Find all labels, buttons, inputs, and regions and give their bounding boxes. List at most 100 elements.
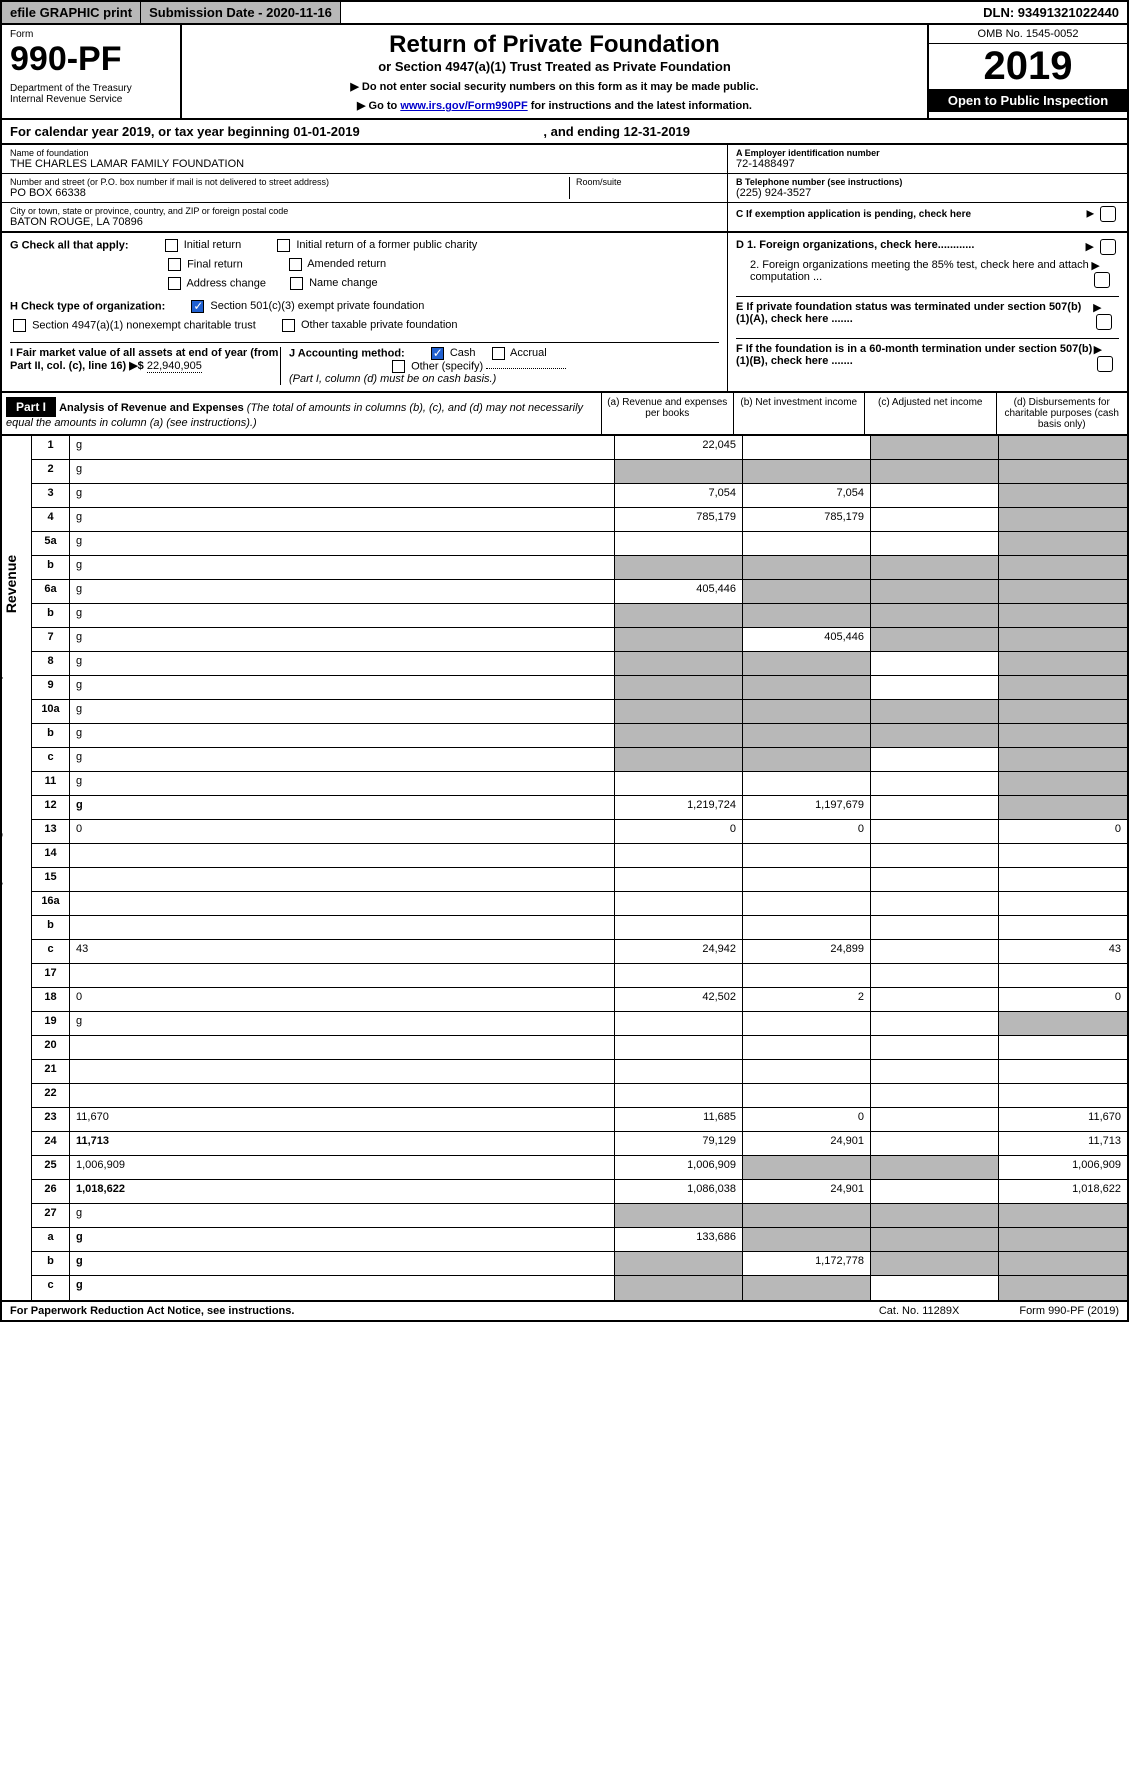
line-cell bbox=[743, 1228, 871, 1251]
line-cell bbox=[871, 1108, 999, 1131]
line-cell bbox=[999, 460, 1127, 483]
line-description: g bbox=[70, 676, 615, 699]
line-cell: 1,086,038 bbox=[615, 1180, 743, 1203]
line-cell bbox=[871, 796, 999, 819]
other-taxable-checkbox[interactable] bbox=[282, 319, 295, 332]
j2-label: Accrual bbox=[510, 347, 547, 359]
revenue-side-label: Revenue bbox=[3, 555, 19, 613]
line-cell bbox=[871, 1060, 999, 1083]
line-cell bbox=[999, 1084, 1127, 1107]
line-cell: 1,006,909 bbox=[615, 1156, 743, 1179]
line-cell: 11,713 bbox=[999, 1132, 1127, 1155]
initial-former-checkbox[interactable] bbox=[277, 239, 290, 252]
line-cell bbox=[871, 460, 999, 483]
h-label: H Check type of organization: bbox=[10, 300, 165, 312]
note2-post: for instructions and the latest informat… bbox=[528, 100, 752, 112]
e-checkbox[interactable] bbox=[1096, 314, 1112, 330]
table-row: 11g bbox=[32, 772, 1127, 796]
line-description: 1,006,909 bbox=[70, 1156, 615, 1179]
table-row: 27g bbox=[32, 1204, 1127, 1228]
line-cell bbox=[871, 1276, 999, 1300]
line-cell bbox=[871, 700, 999, 723]
line-cell: 405,446 bbox=[743, 628, 871, 651]
line-cell bbox=[999, 628, 1127, 651]
line-description bbox=[70, 1036, 615, 1059]
line-cell bbox=[615, 1036, 743, 1059]
form-label: Form bbox=[10, 29, 172, 40]
col-c-header: (c) Adjusted net income bbox=[865, 393, 997, 434]
line-cell bbox=[743, 1204, 871, 1227]
line-cell: 1,197,679 bbox=[743, 796, 871, 819]
line-cell bbox=[871, 652, 999, 675]
line-description: g bbox=[70, 724, 615, 747]
table-row: bg bbox=[32, 556, 1127, 580]
line-cell: 11,685 bbox=[615, 1108, 743, 1131]
name-change-checkbox[interactable] bbox=[290, 277, 303, 290]
d1-label: D 1. Foreign organizations, check here..… bbox=[736, 239, 974, 255]
line-cell bbox=[615, 1084, 743, 1107]
line-cell bbox=[999, 724, 1127, 747]
h2-label: Section 4947(a)(1) nonexempt charitable … bbox=[32, 319, 256, 331]
part1-header-row: Part I Analysis of Revenue and Expenses … bbox=[0, 393, 1129, 436]
line-cell bbox=[743, 892, 871, 915]
efile-print-button[interactable]: efile GRAPHIC print bbox=[2, 2, 141, 23]
line-number: 11 bbox=[32, 772, 70, 795]
cash-checkbox[interactable] bbox=[431, 347, 444, 360]
final-return-checkbox[interactable] bbox=[168, 258, 181, 271]
table-row: 1g22,045 bbox=[32, 436, 1127, 460]
line-cell bbox=[999, 1036, 1127, 1059]
line-cell bbox=[615, 748, 743, 771]
f-checkbox[interactable] bbox=[1097, 356, 1113, 372]
line-number: 2 bbox=[32, 460, 70, 483]
line-cell: 22,045 bbox=[615, 436, 743, 459]
line-description: g bbox=[70, 436, 615, 459]
exemption-checkbox[interactable] bbox=[1100, 206, 1116, 222]
g3-label: Final return bbox=[187, 258, 243, 270]
4947a1-checkbox[interactable] bbox=[13, 319, 26, 332]
line-number: c bbox=[32, 1276, 70, 1300]
line-cell bbox=[743, 724, 871, 747]
line-number: 9 bbox=[32, 676, 70, 699]
address-change-checkbox[interactable] bbox=[168, 277, 181, 290]
line-cell bbox=[871, 1252, 999, 1275]
amended-return-checkbox[interactable] bbox=[289, 258, 302, 271]
line-number: 12 bbox=[32, 796, 70, 819]
line-cell bbox=[871, 1204, 999, 1227]
accrual-checkbox[interactable] bbox=[492, 347, 505, 360]
table-row: bg bbox=[32, 604, 1127, 628]
irs-link[interactable]: www.irs.gov/Form990PF bbox=[400, 100, 527, 112]
line-cell bbox=[615, 604, 743, 627]
top-bar: efile GRAPHIC print Submission Date - 20… bbox=[0, 0, 1129, 25]
d2-checkbox[interactable] bbox=[1094, 272, 1110, 288]
other-method-checkbox[interactable] bbox=[392, 360, 405, 373]
name-label: Name of foundation bbox=[10, 148, 719, 158]
line-description: g bbox=[70, 604, 615, 627]
d1-checkbox[interactable] bbox=[1100, 239, 1116, 255]
line-description: g bbox=[70, 556, 615, 579]
line-cell bbox=[743, 1276, 871, 1300]
line-cell bbox=[743, 580, 871, 603]
line-cell bbox=[871, 556, 999, 579]
line-cell bbox=[871, 940, 999, 963]
form-note-1: ▶ Do not enter social security numbers o… bbox=[188, 80, 921, 93]
telephone-value: (225) 924-3527 bbox=[736, 187, 1119, 199]
form-number: 990-PF bbox=[10, 40, 172, 79]
line-cell bbox=[615, 772, 743, 795]
table-row: 9g bbox=[32, 676, 1127, 700]
line-number: 4 bbox=[32, 508, 70, 531]
line-description: g bbox=[70, 508, 615, 531]
line-cell bbox=[999, 1204, 1127, 1227]
line-cell: 43 bbox=[999, 940, 1127, 963]
g-label: G Check all that apply: bbox=[10, 239, 129, 251]
line-description: g bbox=[70, 460, 615, 483]
table-row: 251,006,9091,006,9091,006,909 bbox=[32, 1156, 1127, 1180]
line-description: g bbox=[70, 1012, 615, 1035]
initial-return-checkbox[interactable] bbox=[165, 239, 178, 252]
foundation-name: THE CHARLES LAMAR FAMILY FOUNDATION bbox=[10, 158, 719, 170]
501c3-checkbox[interactable] bbox=[191, 300, 204, 313]
line-cell bbox=[743, 868, 871, 891]
line-cell bbox=[615, 628, 743, 651]
line-number: 19 bbox=[32, 1012, 70, 1035]
table-row: 2g bbox=[32, 460, 1127, 484]
line-description bbox=[70, 868, 615, 891]
